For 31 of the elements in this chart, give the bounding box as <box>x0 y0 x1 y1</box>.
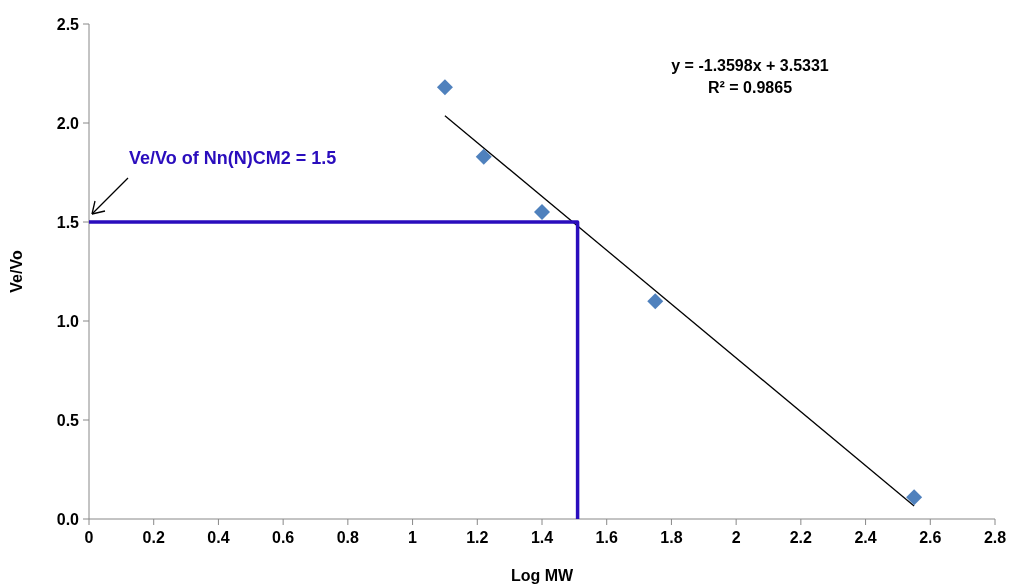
y-tick-label: 2.5 <box>56 15 80 33</box>
x-tick-label: 0.4 <box>207 529 230 546</box>
x-tick-label: 0.2 <box>142 529 165 546</box>
x-tick-label: 2.6 <box>919 529 942 546</box>
x-tick-label: 1.8 <box>660 529 683 546</box>
y-tick-label: 1.0 <box>56 312 80 330</box>
y-tick-label: 2.0 <box>56 114 80 132</box>
annotation: y = -1.3598x + 3.5331 <box>671 57 829 74</box>
x-tick-label: 0.8 <box>336 529 360 546</box>
x-tick-label: 2.4 <box>854 529 877 546</box>
x-tick-label: 1.6 <box>595 529 618 546</box>
x-tick-label: 0 <box>84 529 94 546</box>
annotation: Ve/Vo of Nn(N)CM2 = 1.5 <box>129 148 337 168</box>
x-axis-title: Log MW <box>510 567 574 584</box>
point <box>534 204 550 221</box>
x-tick-label: 2.2 <box>789 529 813 546</box>
x-tick-label: 2.8 <box>983 529 1007 546</box>
point <box>436 79 453 96</box>
y-axis-title: Ve/Vo <box>8 250 25 293</box>
x-tick-label: 1 <box>408 529 418 546</box>
annotation: R² = 0.9865 <box>707 79 793 96</box>
x-tick-label: 0.6 <box>272 529 295 546</box>
y-tick-label: 0.5 <box>56 411 80 429</box>
x-tick-label: 1.2 <box>466 529 489 546</box>
y-tick-label: 0.0 <box>56 510 80 528</box>
x-tick-label: 2 <box>731 529 741 546</box>
point <box>475 148 492 165</box>
x-tick-label: 1.4 <box>530 529 554 546</box>
point <box>647 293 664 310</box>
y-tick-label: 1.5 <box>56 213 80 231</box>
point <box>906 489 923 506</box>
